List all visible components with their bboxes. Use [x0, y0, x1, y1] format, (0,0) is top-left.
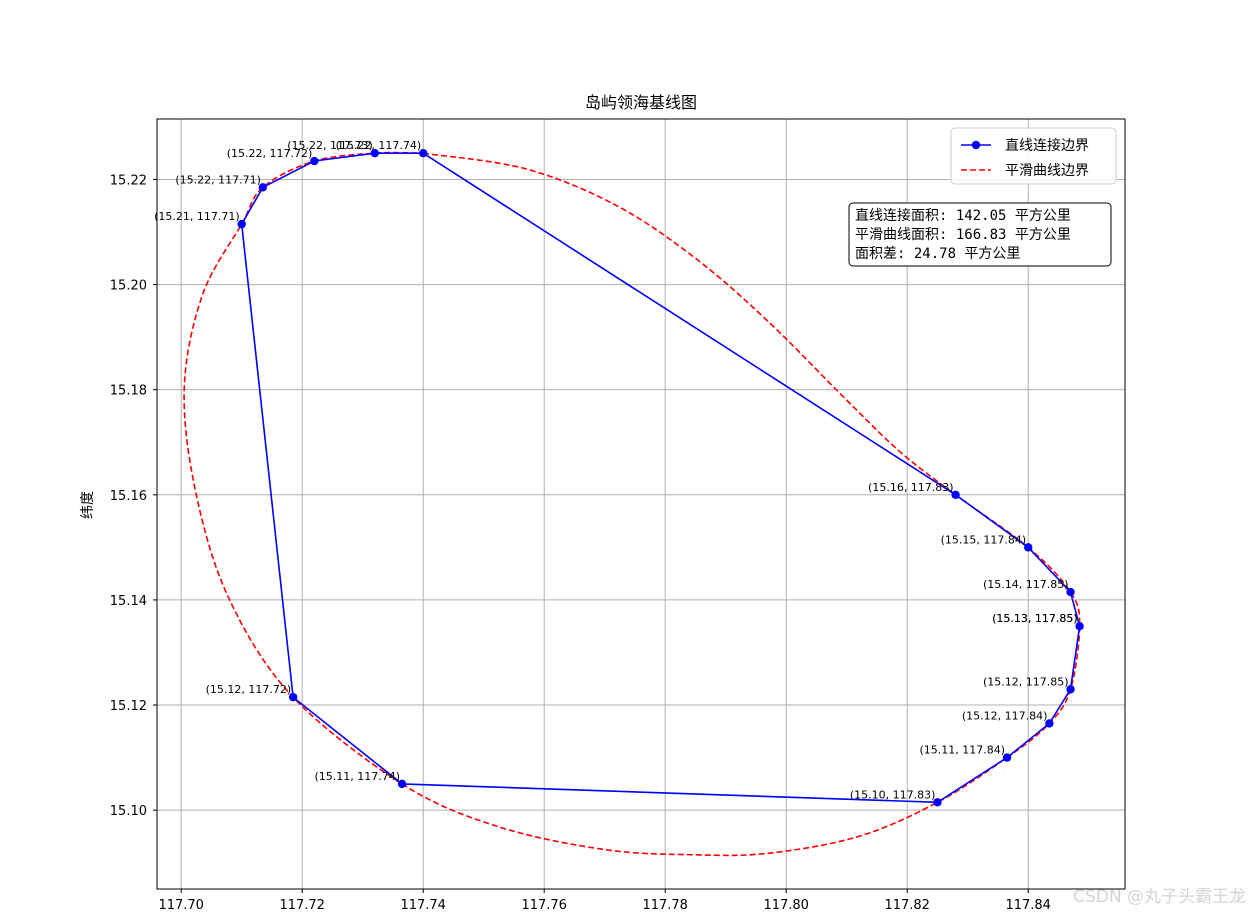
point-coordinate-label: (15.21, 117.71) [154, 210, 240, 223]
point-coordinate-label: (15.11, 117.84) [919, 744, 1005, 757]
boundary-point-marker [1066, 587, 1075, 597]
boundary-point-marker [370, 148, 379, 158]
point-label-layer: (15.21, 117.71) (15.22, 117.71) (15.22, 11… [154, 139, 1077, 801]
legend-box [950, 127, 1117, 185]
y-tick-label: 15.10 [110, 804, 147, 819]
boundary-point-marker [258, 183, 268, 192]
boundary-point-marker [397, 779, 407, 789]
stats-line-smooth-area: 平滑曲线面积: 166.83 平方公里 [855, 226, 1071, 243]
duplicate-point-label: (15.13, 117.85) [992, 612, 1078, 625]
x-tick-label: 117.80 [763, 898, 809, 913]
x-tick-label: 117.78 [642, 898, 688, 913]
watermark-text: CSDN @丸子头霸王龙 [1073, 887, 1246, 907]
x-tick-label: 117.76 [521, 898, 567, 913]
point-coordinate-label: (15.13, 117.85) [992, 612, 1078, 625]
point-coordinate-label: (15.10, 117.83) [850, 788, 936, 801]
point-coordinate-label: (15.12, 117.85) [983, 675, 1069, 688]
plot-frame [156, 118, 1126, 890]
point-coordinate-label: (15.11, 117.74) [314, 770, 400, 783]
y-tick-label: 15.14 [110, 594, 147, 609]
boundary-point-marker [310, 156, 319, 166]
x-tick-label: 117.84 [1005, 898, 1051, 913]
stats-line-area-difference: 面积差: 24.78 平方公里 [855, 246, 1020, 262]
boundary-point-marker [419, 148, 428, 158]
stats-box: 直线连接面积: 142.05 平方公里 平滑曲线面积: 166.83 平方公里 … [848, 202, 1112, 267]
point-coordinate-label: (15.12, 117.72) [206, 683, 292, 696]
x-tick-label: 117.82 [884, 898, 930, 913]
point-coordinate-label: (15.22, 117.73) [287, 139, 373, 152]
point-coordinate-label: (15.12, 117.84) [962, 709, 1048, 722]
point-coordinate-label: (15.22, 117.74) [336, 139, 422, 152]
boundary-point-marker [237, 219, 246, 229]
y-tick-label: 15.16 [110, 489, 147, 504]
boundary-point-marker [1075, 622, 1084, 631]
y-tick-label: 15.20 [110, 279, 147, 294]
x-tick-label: 117.70 [158, 898, 204, 913]
legend-label-smooth: 平滑曲线边界 [1005, 162, 1089, 179]
boundary-point-marker [933, 798, 942, 807]
point-coordinate-label: (15.14, 117.85) [983, 578, 1069, 591]
stats-box-frame [848, 202, 1112, 267]
smooth-boundary-line [183, 151, 1081, 857]
boundary-point-marker [1066, 685, 1075, 694]
y-tick-label: 15.12 [110, 699, 147, 714]
legend-marker-straight [971, 140, 981, 150]
boundary-point-marker [1023, 543, 1033, 552]
point-coordinate-label: (15.16, 117.83) [868, 481, 954, 494]
x-tick-label: 117.72 [279, 898, 325, 913]
y-axis-label: 纬度 [80, 491, 96, 519]
x-tick-label: 117.74 [400, 898, 446, 913]
tick-layer: 117.70 117.72 117.74 117.76 117.78 117.80 117.… [110, 173, 1051, 913]
point-coordinate-label: (15.15, 117.84) [941, 533, 1027, 546]
series-layer [183, 148, 1084, 857]
y-tick-label: 15.22 [110, 173, 147, 188]
boundary-point-marker [951, 490, 960, 500]
point-coordinate-label: (15.22, 117.71) [175, 173, 261, 186]
legend-label-straight: 直线连接边界 [1005, 137, 1089, 154]
legend: 直线连接边界 平滑曲线边界 [950, 127, 1117, 185]
stats-line-straight-area: 直线连接面积: 142.05 平方公里 [855, 207, 1071, 224]
y-tick-label: 15.18 [110, 384, 147, 399]
boundary-point-marker [1045, 719, 1054, 728]
straight-boundary-line [240, 152, 1081, 804]
chart-title: 岛屿领海基线图 [585, 93, 697, 112]
boundary-point-marker [1002, 753, 1012, 762]
point-coordinate-label: (15.22, 117.72) [227, 147, 313, 160]
boundary-point-marker [288, 692, 298, 702]
